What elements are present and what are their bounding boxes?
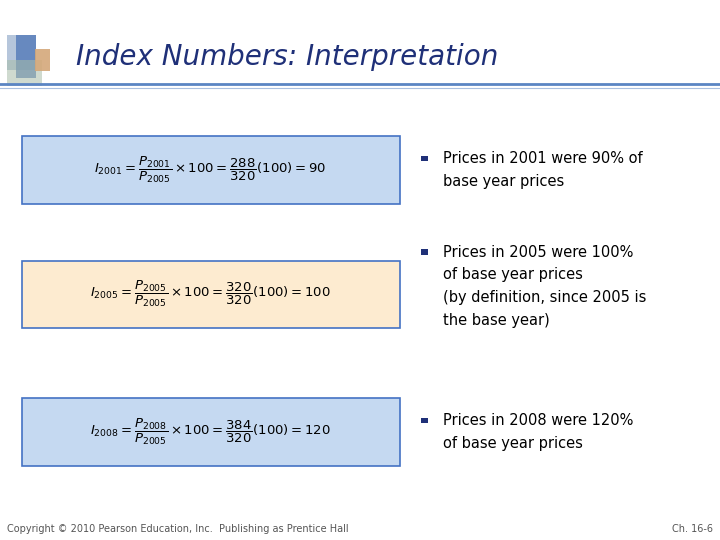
Text: Index Numbers: Interpretation: Index Numbers: Interpretation [76,43,498,71]
Text: Prices in 2001 were 90% of: Prices in 2001 were 90% of [443,151,642,166]
Text: base year prices: base year prices [443,174,564,189]
FancyBboxPatch shape [7,35,36,70]
Text: Copyright © 2010 Pearson Education, Inc.  Publishing as Prentice Hall: Copyright © 2010 Pearson Education, Inc.… [7,523,348,534]
Text: (by definition, since 2005 is: (by definition, since 2005 is [443,290,646,305]
Text: Ch. 16-6: Ch. 16-6 [672,523,713,534]
Text: the base year): the base year) [443,313,549,328]
FancyBboxPatch shape [22,399,400,465]
Text: $I_{2008} = \dfrac{P_{2008}}{P_{2005}} \times 100 = \dfrac{384}{320}(100) = 120$: $I_{2008} = \dfrac{P_{2008}}{P_{2005}} \… [90,417,331,447]
Text: Prices in 2005 were 100%: Prices in 2005 were 100% [443,245,633,260]
Text: $I_{2001} = \dfrac{P_{2001}}{P_{2005}} \times 100 = \dfrac{288}{320}(100) = 90$: $I_{2001} = \dfrac{P_{2001}}{P_{2005}} \… [94,155,327,185]
Text: of base year prices: of base year prices [443,267,582,282]
FancyBboxPatch shape [35,49,50,71]
FancyBboxPatch shape [421,418,428,423]
FancyBboxPatch shape [7,60,42,86]
FancyBboxPatch shape [22,136,400,204]
Text: $I_{2005} = \dfrac{P_{2005}}{P_{2005}} \times 100 = \dfrac{320}{320}(100) = 100$: $I_{2005} = \dfrac{P_{2005}}{P_{2005}} \… [90,279,331,309]
FancyBboxPatch shape [421,156,428,161]
FancyBboxPatch shape [16,35,36,78]
FancyBboxPatch shape [421,249,428,255]
FancyBboxPatch shape [22,260,400,328]
Text: of base year prices: of base year prices [443,436,582,451]
Text: Prices in 2008 were 120%: Prices in 2008 were 120% [443,413,633,428]
